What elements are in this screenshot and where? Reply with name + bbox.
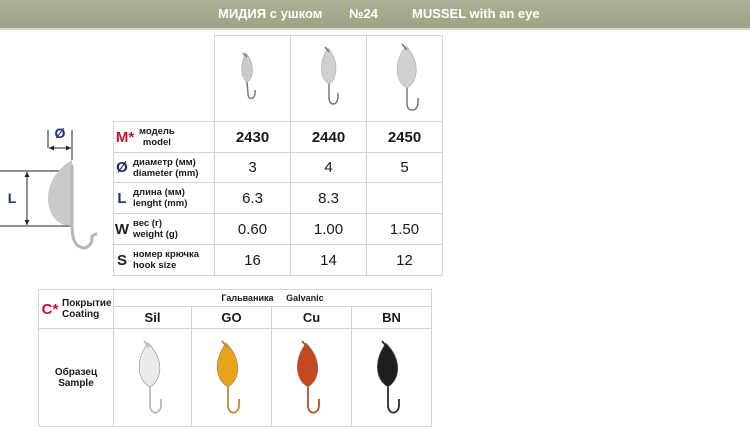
jig-eye: [221, 340, 228, 348]
row-symbol: W: [114, 220, 130, 238]
title-bar: МИДИЯ с ушком №24 MUSSEL with an eye: [0, 0, 750, 28]
coating-label-en: Coating: [62, 309, 100, 320]
coating-samples-row: Образец Sample: [38, 328, 432, 427]
row-label: M* модель model: [113, 121, 215, 153]
coating-type-cu: Cu: [271, 306, 352, 329]
jig-body-silhouette: [48, 160, 72, 226]
row-description: длина (мм) lenght (mm): [133, 187, 188, 209]
jig-eye: [381, 340, 388, 348]
coating-label: C* Покрытие Coating: [38, 289, 114, 329]
coating-label-ru: Покрытие: [62, 298, 112, 309]
weight-value: 1.50: [366, 213, 443, 245]
length-value: 8.3: [290, 182, 367, 214]
jig-body: [376, 342, 399, 388]
hook-silhouette: [70, 164, 98, 250]
group-label-ru: Гальваника: [221, 293, 274, 303]
title-en: MUSSEL with an eye: [412, 6, 540, 21]
jig-image-2440: [321, 46, 339, 105]
sample-cell: [351, 328, 432, 427]
arrow-head-left: [49, 145, 54, 151]
length-value: 6.3: [214, 182, 291, 214]
sample-image-bn: [376, 340, 400, 414]
coating-types-row: Sil GO Cu BN: [39, 306, 432, 329]
row-description: модель model: [139, 126, 175, 148]
spec-row-model: M* модель model 2430 2440 2450: [113, 121, 443, 153]
coating-type-go: GO: [191, 306, 272, 329]
arrow-head-right: [66, 145, 71, 151]
dimension-diagram: Ø L: [0, 125, 98, 250]
diameter-value: 5: [366, 152, 443, 183]
row-description: вес (г) weight (g): [133, 218, 178, 240]
jig-hook: [227, 387, 240, 414]
coating-header-row: C* Покрытие Coating Гальваника Galvanic: [38, 289, 432, 329]
sample-image-cu: [296, 340, 320, 414]
sample-label: Образец Sample: [38, 328, 114, 427]
coating-type-sil: Sil: [113, 306, 192, 329]
product-number: №24: [349, 6, 378, 21]
coating-table: C* Покрытие Coating Гальваника Galvanic Si…: [38, 289, 432, 427]
spacer-cell: [114, 36, 215, 122]
diameter-value: 4: [290, 152, 367, 183]
product-images-row: [114, 35, 443, 122]
hook-size-value: 16: [214, 244, 291, 276]
coating-symbol: C*: [41, 300, 59, 318]
jig-image-2430: [241, 52, 256, 100]
jig-hook: [149, 387, 162, 414]
row-symbol: M*: [115, 128, 135, 146]
length-symbol: L: [8, 190, 17, 206]
row-description: диаметр (мм) diameter (mm): [133, 156, 199, 179]
header-divider: [0, 28, 750, 30]
sample-cell: [271, 328, 352, 427]
model-value: 2450: [366, 121, 443, 153]
row-symbol: S: [116, 251, 127, 269]
row-symbol: L: [117, 189, 127, 207]
jig-body: [138, 342, 161, 388]
jig-eye: [301, 340, 308, 348]
product-image-cell: [290, 35, 367, 122]
hook-size-value: 12: [366, 244, 443, 276]
length-value: [366, 182, 443, 214]
diameter-value: 3: [214, 152, 291, 183]
row-description: номер крючка hook size: [133, 249, 200, 271]
product-image-cell: [366, 35, 443, 122]
product-image-cell: [214, 35, 291, 122]
jig-eye: [143, 340, 150, 348]
row-symbol: Ø: [116, 159, 128, 176]
sample-image-go: [216, 340, 240, 414]
weight-value: 0.60: [214, 213, 291, 245]
sample-cell: [113, 328, 192, 427]
sample-label-en: Sample: [58, 377, 94, 389]
model-value: 2440: [290, 121, 367, 153]
model-value: 2430: [214, 121, 291, 153]
diameter-symbol: Ø: [55, 125, 66, 141]
weight-value: 1.00: [290, 213, 367, 245]
jig-body: [216, 342, 239, 388]
jig-hook: [387, 387, 400, 414]
sample-image-sil: [138, 340, 162, 414]
coating-group-header: Гальваника Galvanic: [113, 289, 432, 307]
arrow-head-top: [24, 172, 30, 177]
arrow-head-bottom: [24, 220, 30, 225]
coating-type-bn: BN: [351, 306, 432, 329]
jig-hook: [307, 387, 320, 414]
hook-size-value: 14: [290, 244, 367, 276]
jig-body: [296, 342, 319, 388]
sample-label-ru: Образец: [54, 366, 98, 378]
sample-cell: [191, 328, 272, 427]
group-label-en: Galvanic: [286, 293, 324, 303]
title-ru: МИДИЯ с ушком: [218, 6, 323, 21]
jig-image-2450: [396, 43, 419, 111]
